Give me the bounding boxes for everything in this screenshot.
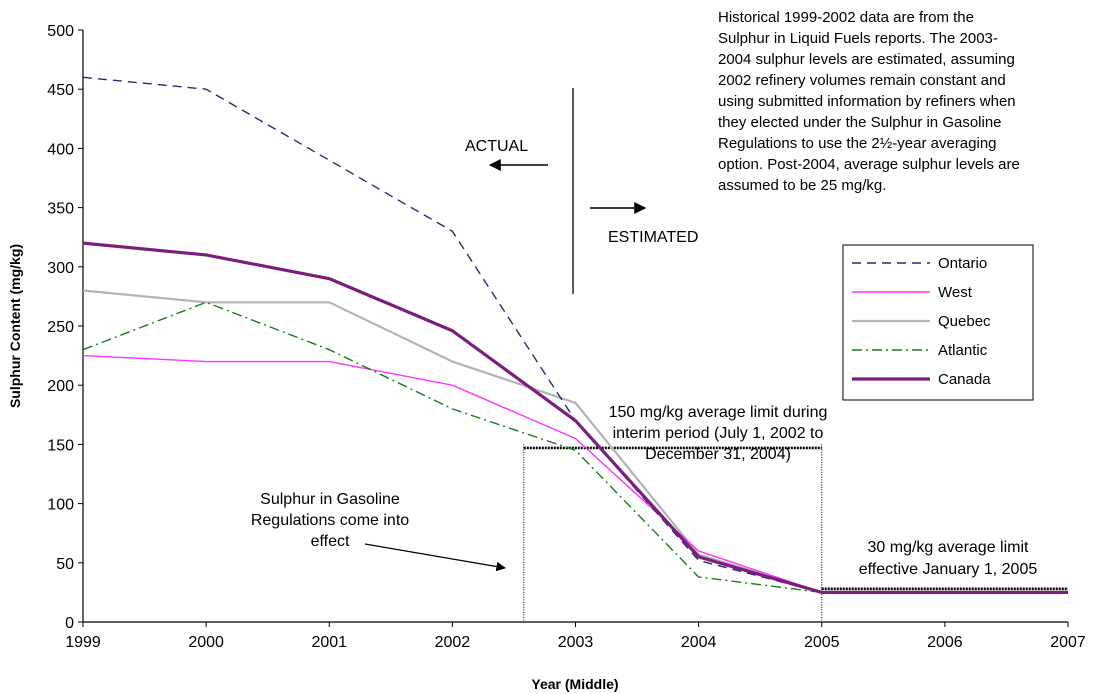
legend-box: [842, 244, 1034, 401]
y-axis-title: Sulphur Content (mg/kg): [7, 244, 23, 408]
text-line: option. Post-2004, average sulphur level…: [718, 156, 1020, 173]
x-tick-label: 2005: [804, 634, 840, 651]
x-ticks: 1999 2000 2001 2002 2003 2004 2005 2006 2007: [65, 622, 1086, 651]
legend-label-ontario: Ontario: [938, 255, 987, 272]
y-tick-label: 100: [47, 497, 74, 514]
historical-note: Historical 1999-2002 data are from the Su…: [718, 9, 1020, 194]
series-layer: [82, 76, 1068, 595]
y-tick-label: 400: [47, 141, 74, 158]
y-tick-label: 250: [47, 319, 74, 336]
actual-label: ACTUAL: [465, 138, 528, 155]
estimated-label: ESTIMATED: [608, 229, 698, 246]
y-tick-label: 300: [47, 260, 74, 277]
regulations-arrow: [364, 543, 506, 572]
text-line: Sulphur in Gasoline: [260, 491, 400, 508]
legend: Ontario West Quebec Atlantic Canada: [842, 244, 1034, 401]
text-line: effect: [311, 533, 350, 550]
text-line: effective January 1, 2005: [859, 561, 1038, 578]
legend-label-canada: Canada: [938, 371, 991, 388]
x-tick-label: 2002: [435, 634, 471, 651]
text-line: 30 mg/kg average limit: [868, 539, 1030, 556]
series-line-canada: [82, 241, 1068, 595]
text-line: 150 mg/kg average limit during: [609, 404, 828, 421]
final-limit-note: 30 mg/kg average limit effective January …: [859, 539, 1038, 578]
regulations-note: Sulphur in Gasoline Regulations come into…: [251, 491, 409, 550]
y-tick-label: 50: [56, 556, 74, 573]
interim-limit-note: 150 mg/kg average limit during interim pe…: [609, 404, 828, 463]
y-tick-label: 350: [47, 201, 74, 218]
x-tick-label: 2001: [311, 634, 347, 651]
text-line: assumed to be 25 mg/kg.: [718, 177, 886, 194]
x-tick-label: 2003: [558, 634, 594, 651]
text-line: they elected under the Sulphur in Gasoli…: [718, 114, 1002, 131]
text-line: Regulations come into: [251, 512, 409, 529]
legend-label-quebec: Quebec: [938, 313, 991, 330]
x-tick-label: 2006: [927, 634, 963, 651]
y-tick-label: 150: [47, 437, 74, 454]
text-line: using submitted information by refiners …: [718, 93, 1016, 110]
x-tick-label: 2007: [1050, 634, 1086, 651]
x-axis-title: Year (Middle): [531, 676, 618, 692]
y-ticks: 0 50 100 150 200 250 300 350 400 450 500: [47, 23, 83, 632]
y-tick-label: 450: [47, 82, 74, 99]
text-line: 2002 refinery volumes remain constant an…: [718, 72, 1006, 89]
x-tick-label: 1999: [65, 634, 101, 651]
y-tick-label: 500: [47, 23, 74, 40]
axes: 0 50 100 150 200 250 300 350 400 450 500 1999 2000 2…: [47, 23, 1086, 651]
x-tick-label: 2000: [188, 634, 224, 651]
text-line: Sulphur in Liquid Fuels reports. The 200…: [718, 30, 998, 47]
text-line: interim period (July 1, 2002 to: [613, 425, 824, 442]
x-tick-label: 2004: [681, 634, 717, 651]
text-line: December 31, 2004): [645, 446, 791, 463]
legend-label-west: West: [938, 284, 973, 301]
series-line-atlantic: [82, 301, 1068, 594]
text-line: 2004 sulphur levels are estimated, assum…: [718, 51, 1015, 68]
y-tick-label: 200: [47, 378, 74, 395]
text-line: Historical 1999-2002 data are from the: [718, 9, 974, 26]
text-line: Regulations to use the 2½-year averaging: [718, 135, 997, 152]
actual-estimated-divider: ACTUAL ESTIMATED: [465, 88, 698, 294]
legend-label-atlantic: Atlantic: [938, 342, 988, 359]
regulation-markers: [523, 444, 1068, 622]
y-tick-label: 0: [65, 615, 74, 632]
